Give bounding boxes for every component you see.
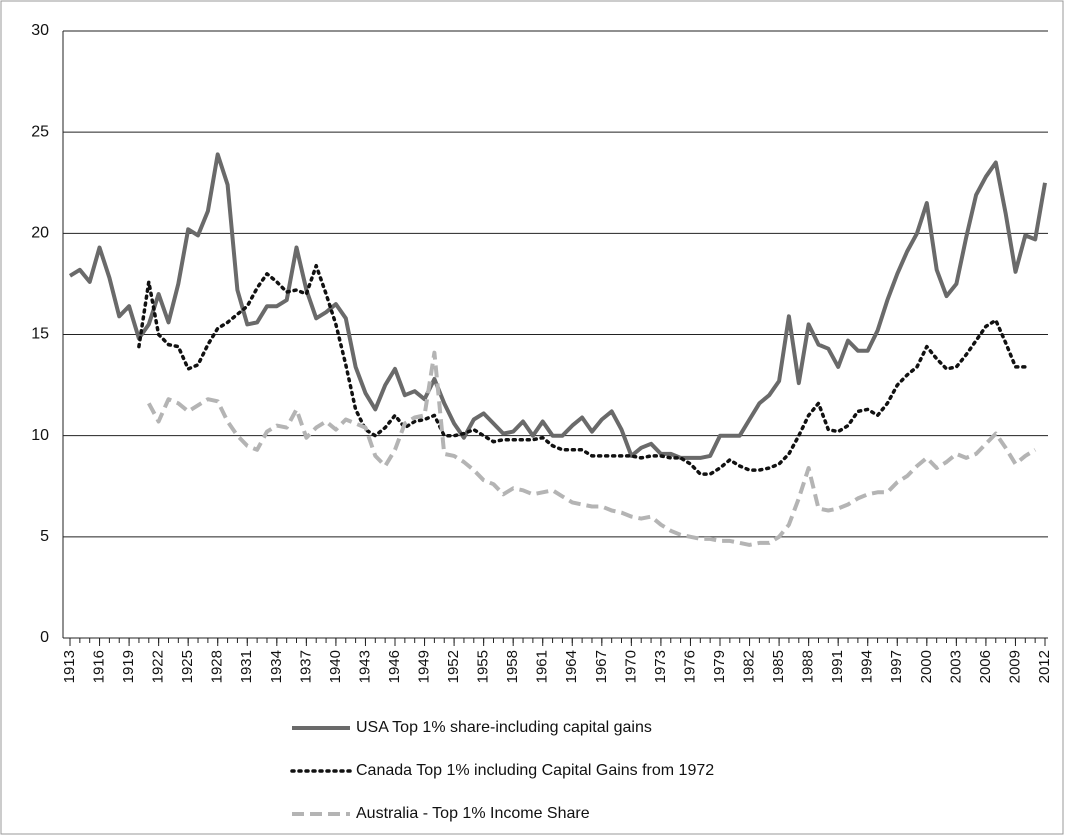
y-tick-label: 0 bbox=[40, 629, 49, 646]
x-tick-label: 1964 bbox=[563, 650, 580, 683]
y-tick-label: 15 bbox=[31, 326, 49, 343]
y-tick-label: 30 bbox=[31, 22, 49, 39]
y-tick-label: 25 bbox=[31, 123, 49, 140]
x-tick-label: 1988 bbox=[800, 650, 817, 683]
x-tick-label: 1928 bbox=[209, 650, 226, 683]
y-tick-label: 10 bbox=[31, 427, 49, 444]
x-tick-label: 2000 bbox=[918, 650, 935, 683]
x-tick-label: 1940 bbox=[327, 650, 344, 683]
x-tick-label: 1979 bbox=[711, 650, 728, 683]
x-tick-label: 2012 bbox=[1036, 650, 1053, 683]
x-tick-label: 2003 bbox=[947, 650, 964, 683]
x-tick-label: 1916 bbox=[91, 650, 108, 683]
legend-label: Canada Top 1% including Capital Gains fr… bbox=[356, 762, 714, 779]
x-tick-label: 1955 bbox=[475, 650, 492, 683]
series-line bbox=[137, 263, 1028, 476]
x-tick-label: 1949 bbox=[416, 650, 433, 683]
x-tick-label: 1982 bbox=[741, 650, 758, 683]
x-tick-label: 1943 bbox=[356, 650, 373, 683]
x-tick-label: 1958 bbox=[504, 650, 521, 683]
x-tick-label: 1937 bbox=[297, 650, 314, 683]
x-tick-label: 1967 bbox=[593, 650, 610, 683]
x-tick-label: 1973 bbox=[652, 650, 669, 683]
x-tick-label: 1946 bbox=[386, 650, 403, 683]
x-tick-label: 1961 bbox=[534, 650, 551, 683]
x-tick-label: 1994 bbox=[859, 650, 876, 683]
y-tick-label: 5 bbox=[40, 528, 49, 545]
x-tick-label: 1922 bbox=[150, 650, 167, 683]
x-tick-label: 1919 bbox=[120, 650, 137, 683]
x-tick-label: 1952 bbox=[445, 650, 462, 683]
x-tick-label: 1970 bbox=[622, 650, 639, 683]
y-tick-label: 20 bbox=[31, 225, 49, 242]
x-tick-label: 1934 bbox=[268, 650, 285, 683]
x-tick-label: 1997 bbox=[888, 650, 905, 683]
series-line bbox=[68, 152, 1047, 460]
x-tick-label: 2006 bbox=[977, 650, 994, 683]
x-tick-label: 1925 bbox=[179, 650, 196, 683]
series-line bbox=[147, 350, 1037, 547]
x-tick-label: 2009 bbox=[1006, 650, 1023, 683]
x-tick-label: 1985 bbox=[770, 650, 787, 683]
legend-label: Australia - Top 1% Income Share bbox=[356, 805, 590, 822]
x-tick-label: 1913 bbox=[61, 650, 78, 683]
legend-label: USA Top 1% share-including capital gains bbox=[356, 719, 652, 736]
x-tick-label: 1931 bbox=[238, 650, 255, 683]
x-tick-label: 1976 bbox=[681, 650, 698, 683]
x-tick-label: 1991 bbox=[829, 650, 846, 683]
